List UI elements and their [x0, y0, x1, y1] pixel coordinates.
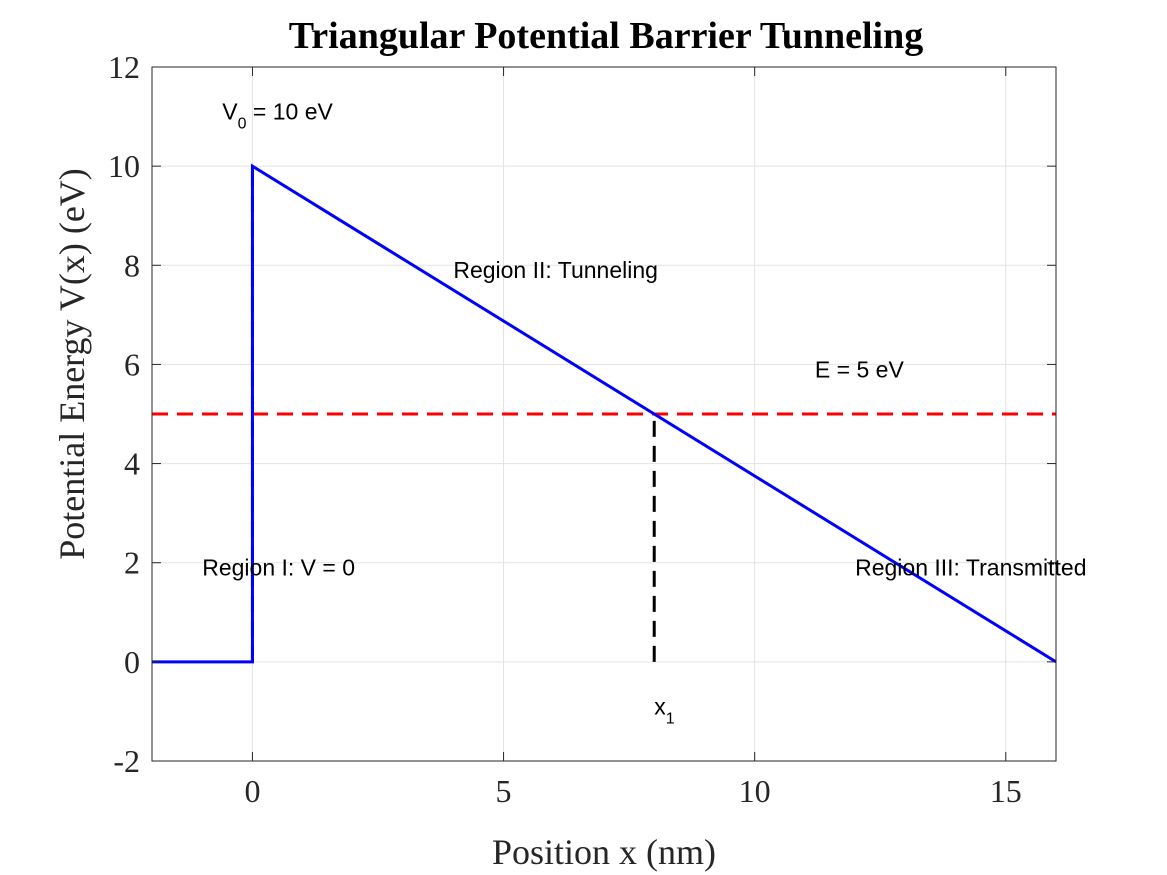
potential-series-line: [152, 163, 1057, 664]
x-axis-label: Position x (nm): [492, 832, 716, 872]
annotation-x1: x1: [654, 693, 675, 727]
x-tick-label: 5: [496, 773, 512, 809]
y-tick-label: 2: [124, 545, 140, 581]
annotation-region3: Region III: Transmitted: [855, 555, 1086, 581]
series: [152, 163, 1057, 664]
annotation-v0-subscript: 0: [238, 116, 247, 133]
annotation-energy: E = 5 eV: [815, 356, 905, 382]
annotation-x1-subscript: 1: [666, 710, 675, 727]
y-tick-label: 4: [124, 446, 140, 482]
annotation-v0-text: V: [222, 99, 238, 125]
y-tick-label: -2: [113, 743, 140, 779]
chart-title: Triangular Potential Barrier Tunneling: [289, 15, 923, 57]
annotation-x1-text: x: [654, 693, 666, 719]
annotation-region3-text: Region III: Transmitted: [855, 555, 1086, 581]
annotation-energy-text: E = 5 eV: [815, 356, 905, 382]
annotations: V0 = 10 eV Region II: Tunneling E = 5 eV Re…: [202, 99, 1086, 728]
x-tick-label: 10: [739, 773, 771, 809]
annotation-region1-text: Region I: V = 0: [202, 555, 355, 581]
annotation-v0-rest: = 10 eV: [247, 99, 334, 125]
annotation-region2: Region II: Tunneling: [453, 257, 658, 283]
y-tick-label: 6: [124, 346, 140, 382]
y-tick-label: 8: [124, 247, 140, 283]
y-tick-label: 0: [124, 644, 140, 680]
annotation-region2-text: Region II: Tunneling: [453, 257, 658, 283]
x-tick-label: 15: [990, 773, 1022, 809]
y-tick-label: 12: [108, 49, 140, 85]
y-axis-label: Potential Energy V(x) (eV): [52, 168, 92, 560]
annotation-region1: Region I: V = 0: [202, 555, 355, 581]
annotation-v0: V0 = 10 eV: [222, 99, 333, 133]
x-tick-label: 0: [244, 773, 260, 809]
y-tick-label: 10: [108, 148, 140, 184]
plot-frame: [151, 66, 1057, 762]
